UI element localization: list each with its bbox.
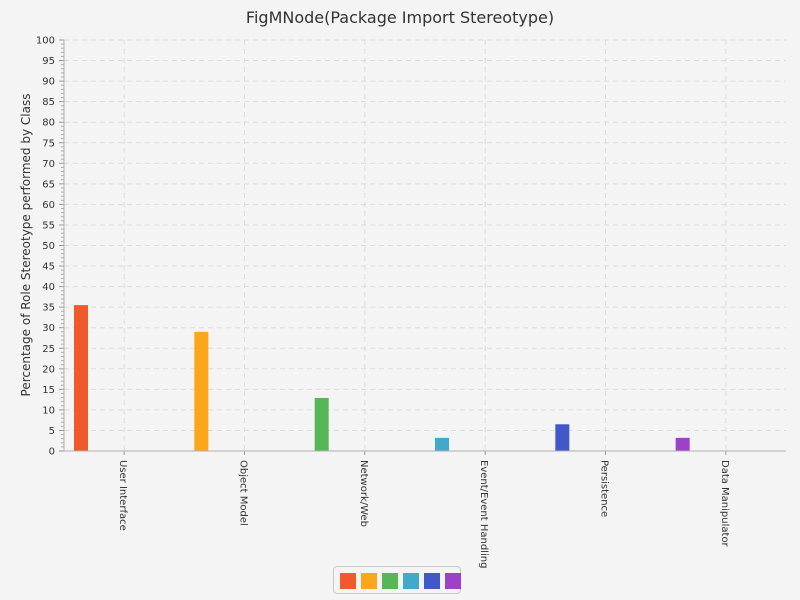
y-tick-label: 5 [49,426,55,437]
chart-title: FigMNode(Package Import Stereotype) [246,8,554,27]
legend [333,566,461,594]
y-tick-label: 70 [42,159,55,170]
x-tick-label: Object Model [238,460,249,526]
bar [555,424,570,451]
legend-swatch [424,573,440,589]
x-tick-label: Network/Web [358,460,369,527]
bar [314,397,329,451]
legend-swatch [403,573,419,589]
x-tick-label: Data Manipulator [719,460,730,548]
x-tick-label: User Interface [117,460,128,531]
y-tick-label: 40 [42,282,55,293]
legend-swatch [361,573,377,589]
y-tick-label: 45 [42,262,55,273]
y-tick-label: 100 [36,36,55,47]
y-tick-label: 10 [42,405,55,416]
y-axis-label: Percentage of Role Stereotype performed … [19,94,33,397]
y-axis-ticks: 0 5 10 15 20 25 30 35 40 45 50 55 60 65 70 75 80 85 90 95 10… [36,36,64,458]
bar [435,437,449,451]
y-tick-label: 75 [42,138,55,149]
y-tick-label: 60 [42,200,55,211]
y-tick-label: 0 [49,447,55,458]
y-tick-label: 50 [42,241,55,252]
x-tick-label: Event/Event Handling [478,460,489,568]
x-axis-categories: User Interface Object Model Network/Web Eve… [117,451,730,568]
y-tick-label: 90 [42,77,55,88]
bar [74,305,88,451]
legend-swatch [445,573,461,589]
legend-swatch [382,573,398,589]
grid-lines [64,39,786,451]
y-tick-label: 85 [42,97,55,108]
y-tick-label: 80 [42,118,55,129]
y-tick-label: 30 [42,323,55,334]
legend-swatch [340,573,356,589]
y-tick-label: 15 [42,385,55,396]
y-tick-label: 25 [42,344,55,355]
y-tick-label: 65 [42,179,55,190]
y-tick-label: 35 [42,303,55,314]
y-tick-label: 95 [42,56,55,67]
bar [675,437,690,451]
x-tick-label: Persistence [599,460,610,517]
y-tick-label: 20 [42,364,55,375]
y-tick-label: 55 [42,220,55,231]
bar [194,331,209,451]
bars [74,305,690,451]
